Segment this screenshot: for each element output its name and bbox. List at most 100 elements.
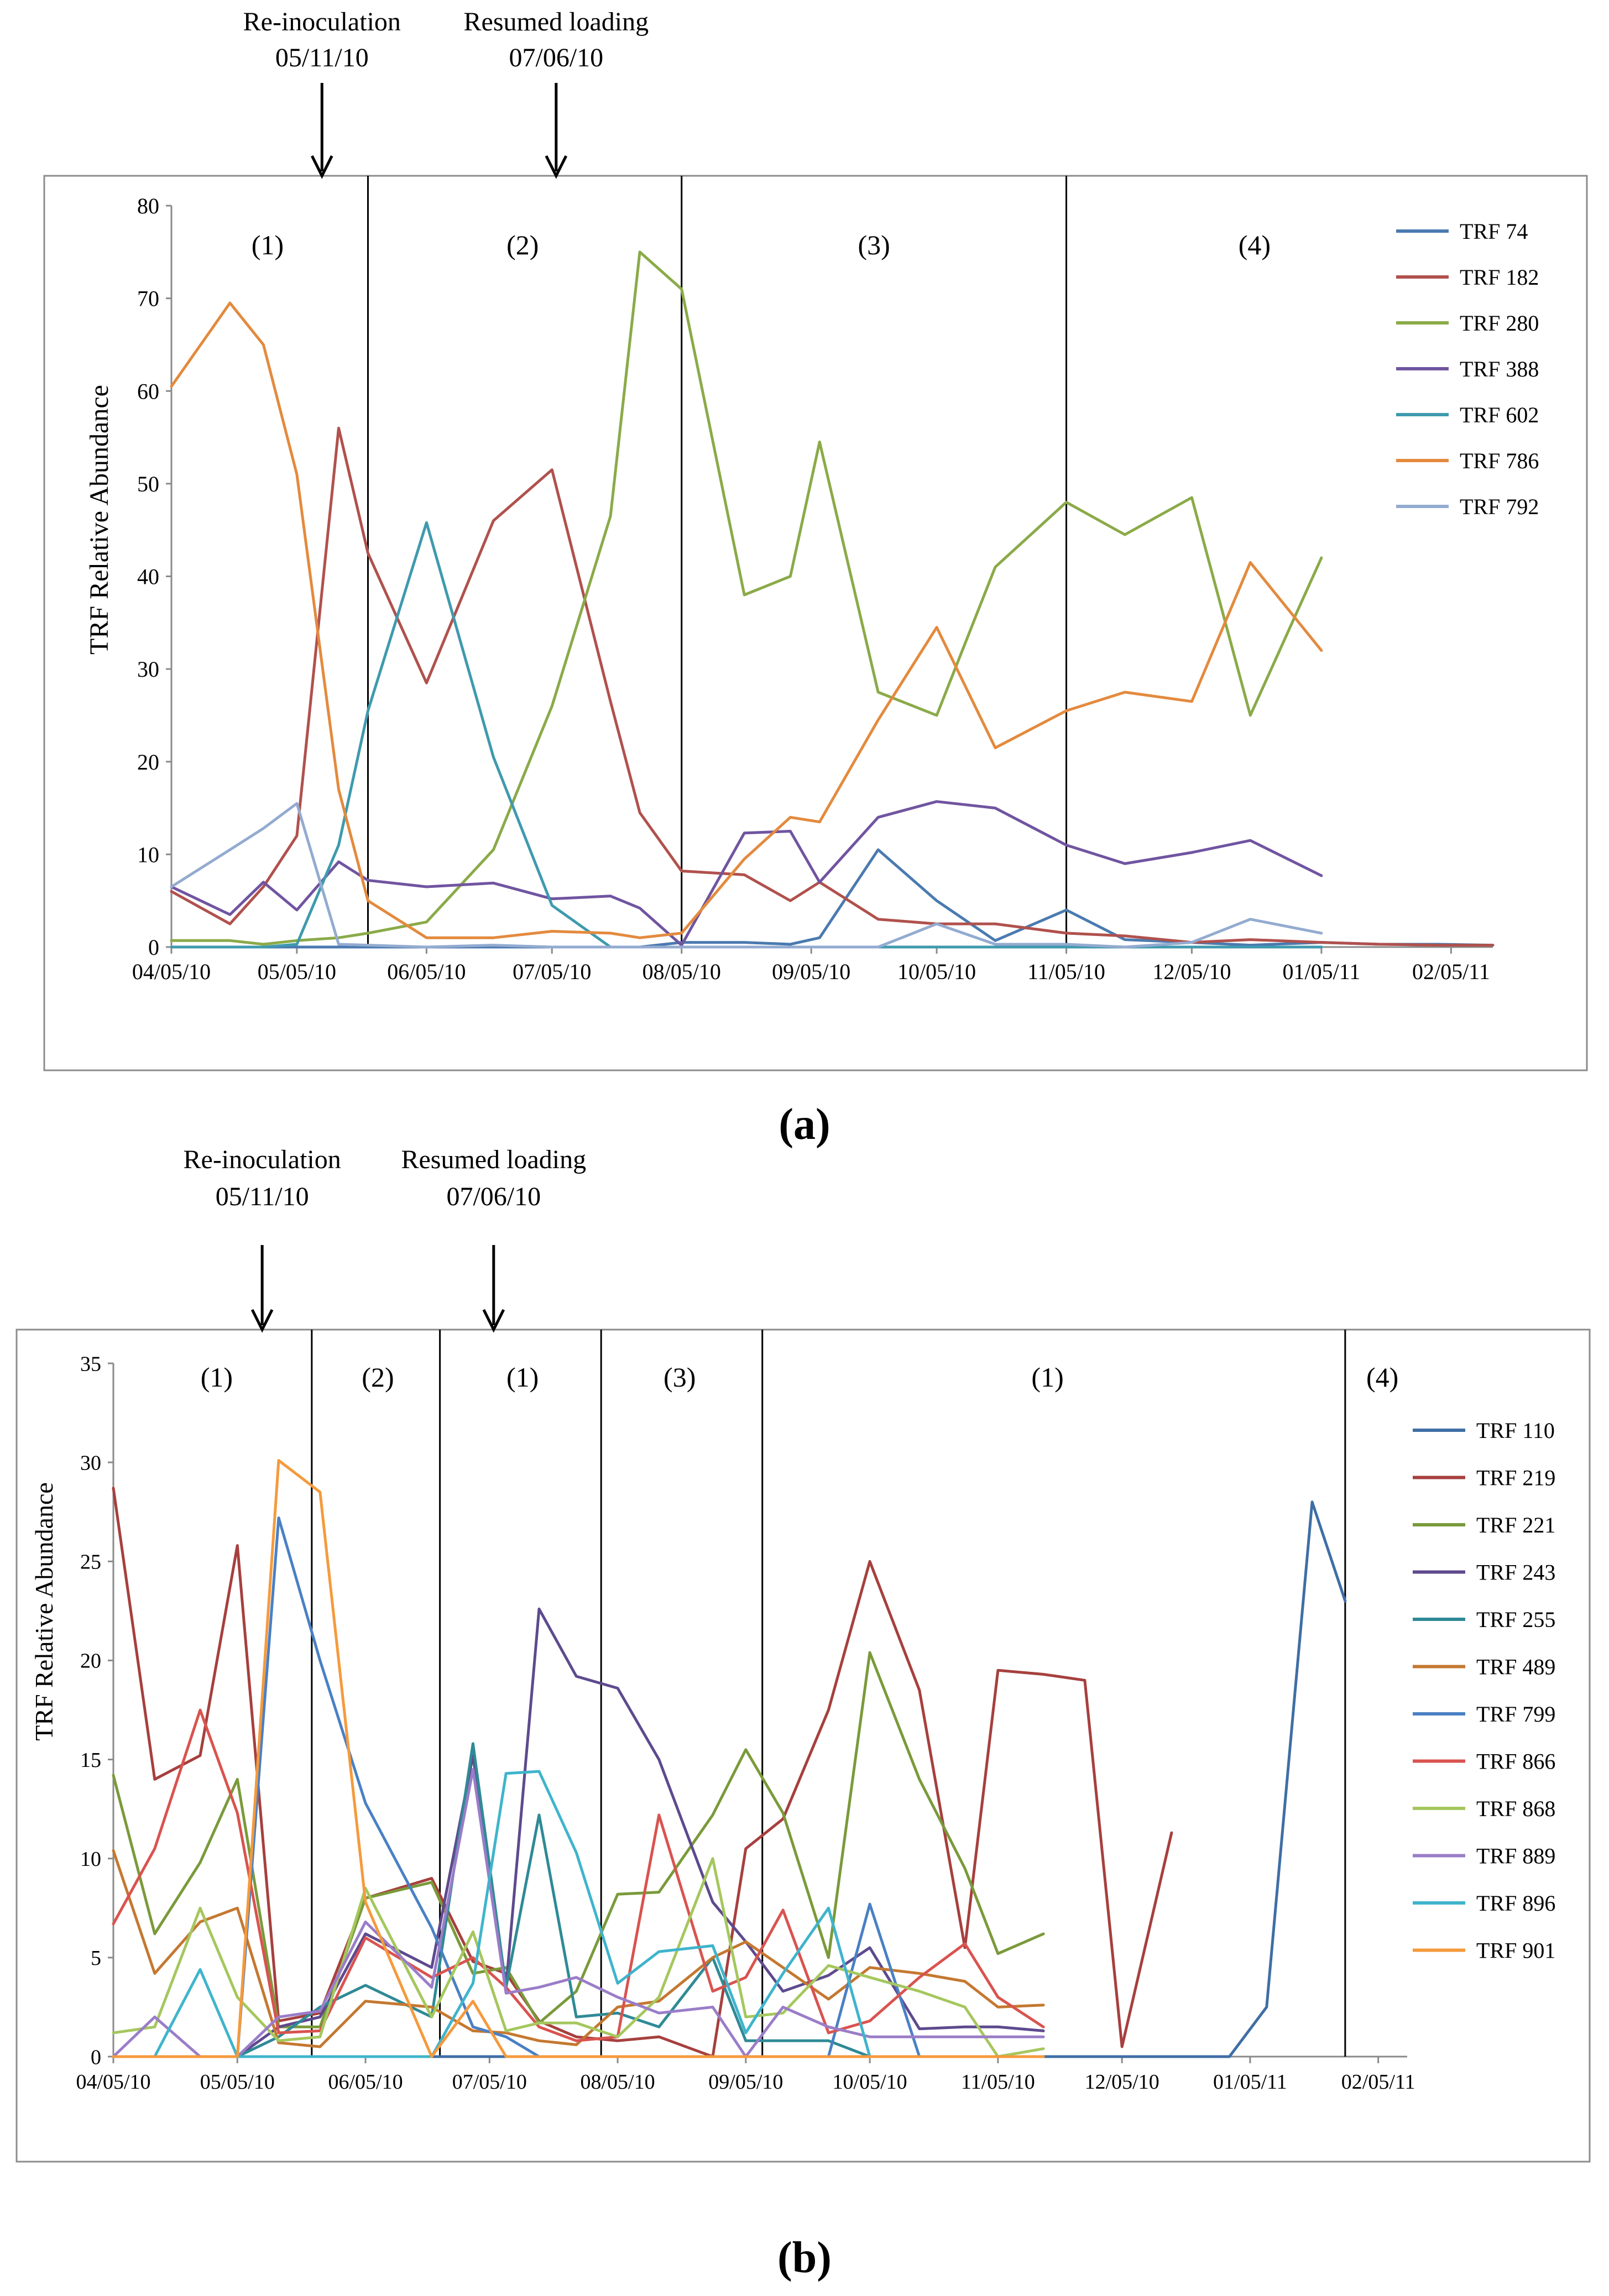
chart-b-x-tick-label: 04/05/10 bbox=[76, 2070, 150, 2094]
chart-b-x-tick-label: 01/05/11 bbox=[1213, 2070, 1287, 2094]
chart-a-y-tick-label: 20 bbox=[137, 750, 159, 775]
chart-b-phase-label: (4) bbox=[1366, 1362, 1398, 1393]
chart-a-x-tick-label: 11/05/10 bbox=[1027, 959, 1105, 984]
chart-b-y-tick-label: 30 bbox=[80, 1451, 101, 1474]
chart-b-phase-label: (2) bbox=[362, 1362, 394, 1393]
chart-a-legend: TRF 74 TRF 182 TRF 280 TRF 388 TRF 602 TRF 78… bbox=[1396, 219, 1539, 519]
chart-a-annotation-date: 07/06/10 bbox=[509, 43, 603, 72]
chart-b-series-line-trf-866 bbox=[112, 1708, 1045, 2042]
chart-b-plot-area: 0 5 10 15 20 25 30 35 04/05/10 05/05/10 06/05/10 07… bbox=[76, 1330, 1415, 2094]
chart-a-x-tick-label: 09/05/10 bbox=[772, 959, 850, 984]
chart-a-legend-label-trf-792: TRF 792 bbox=[1460, 494, 1539, 519]
chart-a-series-line-trf-74 bbox=[170, 848, 1495, 949]
chart-a-y-tick-label: 10 bbox=[137, 842, 159, 867]
chart-b-legend-label-trf-896: TRF 896 bbox=[1476, 1891, 1555, 1916]
chart-b-legend-label-trf-868: TRF 868 bbox=[1476, 1796, 1555, 1821]
chart-a-y-tick-label: 60 bbox=[137, 379, 159, 404]
chart-a-phase-label: (3) bbox=[858, 229, 890, 260]
chart-b-series-line-trf-219 bbox=[112, 1487, 1173, 2058]
chart-a-plot-area: 0 10 20 30 40 50 60 70 80 04/05/10 05/05/10 06/05/1… bbox=[132, 176, 1495, 984]
chart-b-y-tick-label: 35 bbox=[80, 1352, 101, 1375]
chart-a-y-tick-label: 30 bbox=[137, 657, 159, 682]
chart-a-series-line-trf-792 bbox=[170, 802, 1323, 949]
chart-b-phase-label: (3) bbox=[664, 1362, 696, 1393]
chart-a-annotation-title: Re-inoculation bbox=[243, 7, 401, 36]
chart-b-legend-label-trf-243: TRF 243 bbox=[1476, 1560, 1555, 1585]
chart-a-legend-label-trf-602: TRF 602 bbox=[1460, 402, 1539, 427]
chart-b-annotation-title: Re-inoculation bbox=[184, 1145, 341, 1174]
chart-panel-b: 0 5 10 15 20 25 30 35 04/05/10 05/05/10 06/05/10 07… bbox=[15, 1145, 1591, 2282]
chart-a-legend-label-trf-786: TRF 786 bbox=[1460, 448, 1539, 473]
chart-b-annotation-arrow-head bbox=[250, 1309, 274, 1333]
chart-a-annotation-arrow-head bbox=[545, 155, 568, 179]
panel-a-label: (a) bbox=[779, 1100, 830, 1149]
chart-b-x-tick-label: 11/05/10 bbox=[961, 2070, 1035, 2094]
chart-a-x-tick-label: 05/05/10 bbox=[258, 959, 336, 984]
chart-b-x-tick-label: 05/05/10 bbox=[200, 2070, 275, 2094]
chart-b-legend-label-trf-901: TRF 901 bbox=[1476, 1938, 1555, 1963]
chart-a-y-tick-label: 70 bbox=[137, 286, 159, 311]
chart-a-phase-label: (1) bbox=[252, 229, 284, 260]
chart-b-x-tick-label: 08/05/10 bbox=[581, 2070, 655, 2094]
chart-a-x-tick-label: 12/05/10 bbox=[1152, 959, 1231, 984]
chart-b-legend-label-trf-110: TRF 110 bbox=[1476, 1418, 1555, 1443]
chart-b-phase-label: (1) bbox=[1031, 1362, 1063, 1393]
chart-b-legend-label-trf-221: TRF 221 bbox=[1476, 1513, 1555, 1537]
chart-b-y-tick-label: 10 bbox=[80, 1848, 101, 1871]
chart-b-series-line-trf-889 bbox=[112, 1768, 1045, 2058]
chart-a-phase-label: (4) bbox=[1239, 229, 1271, 260]
chart-a-x-tick-label: 04/05/10 bbox=[132, 959, 211, 984]
chart-b-x-tick-label: 09/05/10 bbox=[708, 2070, 783, 2094]
chart-b-series-line-trf-221 bbox=[112, 1651, 1045, 2028]
chart-a-x-tick-label: 01/05/11 bbox=[1283, 959, 1361, 984]
chart-a-y-tick-label: 0 bbox=[148, 935, 159, 960]
chart-b-annotation-arrow-head bbox=[482, 1309, 505, 1333]
chart-b-y-axis-label: TRF Relative Abundance bbox=[30, 1482, 58, 1741]
chart-a-y-axis-label: TRF Relative Abundance bbox=[85, 385, 114, 655]
chart-b-series-line-trf-901 bbox=[112, 1459, 1045, 2058]
chart-a-phase-label: (2) bbox=[506, 229, 539, 260]
chart-a-series-line-trf-182 bbox=[170, 426, 1495, 947]
chart-panel-a: 0 10 20 30 40 50 60 70 80 04/05/10 05/05/10 06/05/1… bbox=[43, 7, 1588, 1149]
chart-a-annotation-arrow-head bbox=[311, 155, 333, 179]
chart-a-y-tick-label: 50 bbox=[137, 472, 159, 496]
chart-b-series-line-trf-489 bbox=[112, 1849, 1045, 2048]
chart-b-frame bbox=[15, 1329, 1591, 2163]
chart-b-legend-label-trf-866: TRF 866 bbox=[1476, 1749, 1555, 1774]
chart-a-x-tick-label: 06/05/10 bbox=[387, 959, 466, 984]
panel-b-label: (b) bbox=[777, 2234, 832, 2282]
chart-b-legend-label-trf-219: TRF 219 bbox=[1476, 1466, 1555, 1490]
chart-a-legend-label-trf-182: TRF 182 bbox=[1460, 265, 1539, 290]
chart-b-series-line-trf-868 bbox=[112, 1857, 1045, 2058]
chart-a-legend-label-trf-74: TRF 74 bbox=[1460, 219, 1528, 244]
chart-a-x-tick-label: 10/05/10 bbox=[897, 959, 976, 984]
chart-b-phase-label: (1) bbox=[506, 1362, 539, 1393]
chart-b-x-tick-label: 02/05/11 bbox=[1341, 2070, 1415, 2094]
chart-b-y-tick-label: 5 bbox=[91, 1947, 101, 1970]
chart-b-legend-label-trf-255: TRF 255 bbox=[1476, 1607, 1555, 1632]
chart-b-y-tick-label: 15 bbox=[80, 1749, 101, 1772]
chart-b-y-tick-label: 0 bbox=[91, 2046, 101, 2069]
chart-b-y-tick-label: 25 bbox=[80, 1551, 101, 1574]
chart-b-legend-label-trf-489: TRF 489 bbox=[1476, 1655, 1555, 1680]
chart-b-phase-label: (1) bbox=[201, 1362, 233, 1393]
chart-b-annotation-date: 07/06/10 bbox=[446, 1182, 541, 1211]
chart-b-series-line-trf-243 bbox=[112, 1607, 1045, 2058]
chart-b-x-tick-label: 07/05/10 bbox=[452, 2070, 527, 2094]
chart-b-x-tick-label: 12/05/10 bbox=[1085, 2070, 1159, 2094]
chart-a-legend-label-trf-388: TRF 388 bbox=[1460, 357, 1539, 381]
chart-a-annotation-title: Resumed loading bbox=[464, 7, 649, 36]
chart-b-annotations: Re-inoculation 05/11/10 Resumed loading 07/… bbox=[184, 1145, 586, 1333]
chart-a-legend-label-trf-280: TRF 280 bbox=[1460, 311, 1539, 336]
chart-a-x-tick-label: 07/05/10 bbox=[513, 959, 591, 984]
chart-b-x-tick-label: 10/05/10 bbox=[833, 2070, 907, 2094]
chart-b-x-tick-label: 06/05/10 bbox=[328, 2070, 403, 2094]
chart-a-frame bbox=[43, 175, 1588, 1071]
chart-b-legend: TRF 110 TRF 219 TRF 221 TRF 243 TRF 255 TRF 4… bbox=[1413, 1418, 1555, 1963]
chart-b-legend-label-trf-889: TRF 889 bbox=[1476, 1844, 1555, 1869]
chart-a-y-tick-label: 40 bbox=[137, 564, 159, 589]
chart-b-legend-label-trf-799: TRF 799 bbox=[1476, 1702, 1555, 1727]
chart-a-x-tick-label: 08/05/10 bbox=[642, 959, 721, 984]
chart-a-annotation-date: 05/11/10 bbox=[275, 43, 369, 72]
